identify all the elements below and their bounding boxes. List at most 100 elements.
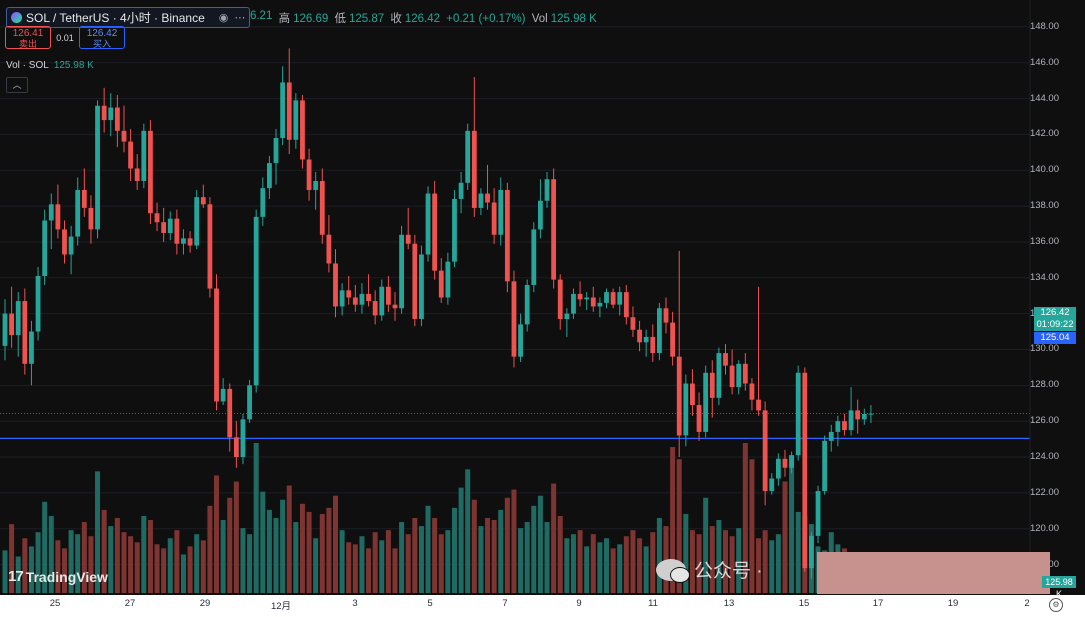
candle-body — [167, 218, 173, 233]
price-tick-label: 126.00 — [1029, 415, 1059, 427]
candle-body — [775, 458, 781, 479]
volume-bar — [451, 507, 457, 593]
candle-body — [861, 413, 867, 420]
candle-body — [802, 372, 808, 569]
volume-bar — [200, 540, 206, 593]
volume-bar — [385, 530, 391, 593]
candle-body — [557, 279, 563, 320]
candle-body — [842, 421, 847, 431]
more-icon[interactable]: ⋯ — [234, 12, 246, 24]
candle-body — [670, 322, 676, 357]
tradingview-logo[interactable]: 17 TradingView — [8, 568, 108, 585]
candle-body — [333, 263, 338, 307]
volume-legend-label: Vol · SOL — [6, 60, 49, 71]
symbol-title: SOL / TetherUS · 4小时 · Binance — [26, 11, 205, 25]
settings-gear-icon[interactable]: ⚙ — [1049, 598, 1063, 612]
volume-bar — [253, 443, 259, 593]
volume-bar — [154, 544, 160, 593]
candle-body — [55, 204, 61, 230]
candle-body — [114, 107, 120, 131]
buy-button[interactable]: 126.42 买入 — [79, 26, 125, 49]
price-tick-label: 144.00 — [1029, 92, 1059, 104]
volume-legend: Vol · SOL 125.98 K — [6, 60, 94, 71]
price-tick-label: 134.00 — [1029, 271, 1059, 283]
high-value: 126.69 — [293, 12, 329, 25]
candle-body — [577, 293, 583, 300]
volume-bar — [247, 534, 253, 593]
candle-body — [240, 419, 246, 458]
close-label: 收 — [390, 12, 402, 25]
volume-bar — [101, 509, 107, 593]
candle-body — [181, 238, 186, 244]
candle-body — [663, 308, 669, 323]
volume-bar — [670, 447, 676, 593]
volume-bar — [2, 550, 8, 593]
volume-bar — [266, 509, 272, 593]
candle-body — [253, 216, 259, 386]
candle-body — [610, 292, 616, 305]
candle-body — [194, 197, 200, 246]
time-tick-label: 15 — [798, 598, 810, 609]
price-tick-label: 120.00 — [1029, 522, 1059, 534]
volume-bar — [207, 505, 213, 593]
chart-area[interactable] — [0, 0, 1085, 595]
candle-body — [161, 222, 167, 233]
candlestick-chart[interactable] — [0, 0, 1085, 595]
candle-body — [95, 105, 100, 230]
volume-bar — [650, 532, 656, 593]
candle-body — [372, 301, 378, 316]
candle-body — [432, 193, 438, 271]
volume-bar — [478, 526, 484, 593]
volume-bar — [128, 536, 134, 593]
symbol-box[interactable]: SOL / TetherUS · 4小时 · Binance ◉ ⋯ — [6, 7, 251, 28]
volume-bar — [81, 522, 87, 593]
candle-body — [736, 363, 742, 388]
volume-bar — [306, 511, 312, 593]
buy-label: 买入 — [92, 39, 111, 49]
volume-bar — [227, 497, 233, 593]
candle-body — [300, 100, 305, 160]
sell-button[interactable]: 126.41 卖出 — [5, 26, 51, 49]
candle-body — [134, 168, 140, 182]
volume-bar — [35, 532, 41, 593]
candle-body — [531, 229, 537, 285]
candle-body — [518, 324, 523, 357]
redaction-box — [817, 552, 1050, 594]
candle-body — [359, 293, 365, 305]
volume-bar — [233, 481, 239, 593]
candle-body — [868, 413, 874, 415]
candle-body — [848, 410, 854, 431]
volume-bar — [194, 534, 200, 593]
volume-bar — [68, 530, 74, 593]
candle-body — [88, 207, 94, 230]
volume-bar — [42, 501, 48, 593]
eye-icon[interactable]: ◉ — [218, 12, 229, 24]
volume-bar — [617, 544, 623, 593]
collapse-chevron-icon[interactable]: ︿ — [6, 77, 28, 93]
volume-bar — [405, 534, 411, 593]
volume-bar — [729, 536, 735, 593]
volume-bar — [220, 520, 226, 593]
candle-body — [286, 82, 292, 140]
volume-bar — [782, 481, 788, 593]
volume-bar — [161, 548, 167, 593]
candle-body — [465, 130, 471, 183]
candle-body — [478, 193, 484, 208]
candle-body — [564, 313, 570, 320]
volume-bar — [346, 542, 352, 593]
volume-bar — [524, 522, 530, 593]
candle-body — [789, 455, 794, 468]
volume-bar — [15, 556, 21, 593]
candle-body — [656, 308, 662, 354]
volume-bar — [445, 530, 451, 593]
candle-body — [855, 410, 861, 420]
candle-body — [15, 301, 21, 336]
volume-bar — [286, 485, 292, 593]
candle-body — [617, 292, 623, 305]
candle-body — [412, 243, 418, 320]
volume-bar — [511, 489, 517, 593]
countdown-value: 01:09:22 — [1036, 318, 1074, 330]
volume-bar — [359, 536, 365, 593]
